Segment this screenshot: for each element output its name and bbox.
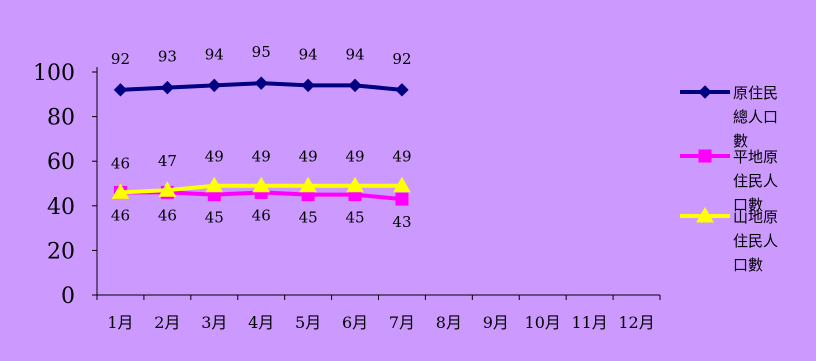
data-point (698, 85, 712, 99)
y-tick-label: 60 (47, 150, 75, 175)
legend-label: 住民人 (733, 232, 778, 250)
data-point (111, 183, 130, 199)
legend-label: 口數 (733, 256, 763, 274)
data-point (254, 76, 268, 90)
x-tick-label: 12月 (618, 313, 654, 332)
data-point (395, 83, 409, 97)
data-label: 45 (299, 209, 318, 227)
data-point (393, 176, 411, 193)
x-tick-label: 8月 (436, 313, 462, 332)
legend-label: 平地原 (733, 148, 778, 166)
series-3 (111, 176, 411, 199)
x-tick-label: 7月 (389, 313, 415, 332)
data-point (395, 192, 409, 206)
data-point (252, 176, 271, 193)
data-point (299, 176, 317, 193)
series-1 (113, 76, 409, 97)
data-point (160, 80, 175, 95)
data-point (346, 176, 364, 193)
data-point (696, 206, 714, 223)
data-label: 49 (345, 148, 364, 166)
data-point (207, 78, 221, 93)
data-label: 49 (252, 148, 271, 166)
data-point (301, 78, 315, 93)
legend-label: 山地原 (733, 208, 778, 226)
x-tick-label: 9月 (483, 313, 509, 332)
y-tick-label: 80 (47, 106, 75, 131)
data-label: 94 (345, 45, 364, 63)
x-tick-label: 6月 (342, 313, 368, 332)
data-point (113, 83, 128, 97)
data-label: 94 (205, 45, 224, 63)
data-label: 49 (392, 148, 411, 166)
data-label: 46 (252, 206, 271, 224)
plot-area: 92 93 94 95 94 94 92 46 46 45 46 45 45 43 46 47 49 49 49 49… (111, 43, 412, 231)
y-tick-label: 0 (61, 284, 75, 309)
y-tick-label: 100 (33, 61, 75, 86)
x-tick-label: 5月 (295, 313, 321, 332)
legend-label: 口數 (733, 196, 763, 214)
data-label: 45 (205, 209, 224, 227)
x-tick-label: 2月 (154, 313, 180, 332)
legend-label: 原住民 (733, 84, 778, 102)
x-tick-label: 1月 (107, 313, 133, 332)
y-tick-label: 40 (47, 195, 75, 220)
x-tick-label: 10月 (525, 313, 561, 332)
x-tick-label: 3月 (201, 313, 227, 332)
data-label: 43 (392, 213, 411, 231)
data-point (698, 149, 712, 163)
y-tick-label: 20 (47, 239, 75, 264)
data-label: 46 (158, 206, 177, 224)
data-label: 49 (299, 148, 318, 166)
data-label: 45 (345, 209, 364, 227)
data-point (205, 176, 224, 193)
data-point (348, 78, 362, 93)
data-label: 94 (299, 45, 318, 63)
legend-label: 總人口 (733, 108, 778, 126)
data-label: 46 (111, 206, 130, 224)
data-label: 49 (205, 148, 224, 166)
legend-label: 住民人 (733, 172, 778, 190)
axes: 0 20 40 60 80 100 1月 2月 3月 4月 5月 6月 7月 8月 9月 10月 11月 12月 (33, 61, 661, 332)
data-label: 93 (158, 48, 177, 66)
data-label: 46 (111, 154, 130, 172)
data-label: 47 (158, 152, 177, 170)
data-label: 95 (252, 43, 271, 61)
data-label: 92 (111, 50, 130, 68)
data-label: 92 (392, 50, 411, 68)
x-tick-label: 11月 (571, 313, 607, 332)
data-point (158, 181, 177, 197)
legend-label: 數 (733, 132, 748, 150)
x-tick-label: 4月 (248, 313, 274, 332)
